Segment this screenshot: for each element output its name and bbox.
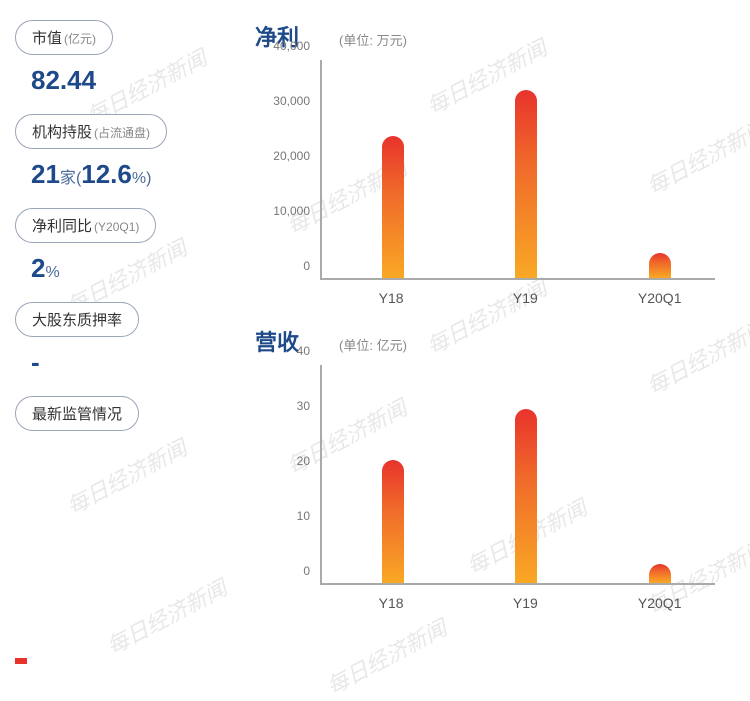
card-profit-yoy: 净利同比(Y20Q1) 2% <box>15 208 230 284</box>
y-tick-label: 0 <box>260 564 310 578</box>
x-tick-label: Y19 <box>513 290 538 306</box>
card-institutional-holding: 机构持股(占流通盘) 21家(12.6%) <box>15 114 230 190</box>
chart-unit: (单位: 亿元) <box>339 335 407 354</box>
chart-net-profit: 净利 (单位: 万元) 010,00020,00030,00040,000Y18… <box>255 20 735 310</box>
bar <box>515 409 537 583</box>
card-regulation: 最新监管情况 <box>15 396 230 441</box>
plot-area <box>320 60 715 280</box>
value-1: 21 <box>31 159 60 189</box>
card-label: 净利同比(Y20Q1) <box>15 208 156 243</box>
x-tick-label: Y19 <box>513 595 538 611</box>
unit-1: % <box>45 264 59 281</box>
chart-area: 010,00020,00030,00040,000 Y18 Y19 Y20Q1 <box>265 60 735 310</box>
unit-1: 家 <box>60 170 76 187</box>
card-value: 2% <box>31 253 230 284</box>
y-axis: 010,00020,00030,00040,000 <box>265 60 315 280</box>
x-axis: Y18 Y19 Y20Q1 <box>320 590 715 615</box>
chart-area: 010203040 Y18 Y19 Y20Q1 <box>265 365 735 615</box>
bottom-marker <box>15 658 27 664</box>
y-tick-label: 10,000 <box>260 204 310 218</box>
paren-close: ) <box>146 170 151 187</box>
card-value: 82.44 <box>31 65 230 96</box>
y-tick-label: 40,000 <box>260 39 310 53</box>
card-value: 21家(12.6%) <box>31 159 230 190</box>
value-2: 12.6 <box>81 159 132 189</box>
bar <box>382 136 404 278</box>
label-text: 净利同比 <box>32 218 92 235</box>
card-label: 最新监管情况 <box>15 396 139 431</box>
bar <box>382 460 404 583</box>
x-axis: Y18 Y19 Y20Q1 <box>320 285 715 310</box>
card-label: 大股东质押率 <box>15 302 139 337</box>
y-axis: 010203040 <box>265 365 315 585</box>
y-tick-label: 30,000 <box>260 94 310 108</box>
value-1: 2 <box>31 253 45 283</box>
y-tick-label: 10 <box>260 509 310 523</box>
x-tick-label: Y20Q1 <box>638 290 682 306</box>
card-label: 机构持股(占流通盘) <box>15 114 167 149</box>
plot-area <box>320 365 715 585</box>
y-tick-label: 30 <box>260 399 310 413</box>
card-market-cap: 市值(亿元) 82.44 <box>15 20 230 96</box>
x-tick-label: Y18 <box>379 290 404 306</box>
x-tick-label: Y20Q1 <box>638 595 682 611</box>
info-panel: 市值(亿元) 82.44 机构持股(占流通盘) 21家(12.6%) 净利同比(… <box>15 20 230 615</box>
label-sub: (占流通盘) <box>94 126 150 140</box>
label-sub: (亿元) <box>64 32 96 46</box>
chart-unit: (单位: 万元) <box>339 30 407 49</box>
y-tick-label: 40 <box>260 344 310 358</box>
charts-panel: 净利 (单位: 万元) 010,00020,00030,00040,000Y18… <box>255 20 735 615</box>
x-tick-label: Y18 <box>379 595 404 611</box>
label-text: 市值 <box>32 30 62 47</box>
bar <box>649 564 671 583</box>
y-tick-label: 20,000 <box>260 149 310 163</box>
label-text: 最新监管情况 <box>32 406 122 423</box>
label-sub: (Y20Q1) <box>94 220 139 234</box>
chart-revenue: 营收 (单位: 亿元) 010203040Y18Y19Y20Q1 <box>255 325 735 615</box>
y-tick-label: 0 <box>260 259 310 273</box>
bar <box>649 253 671 278</box>
y-tick-label: 20 <box>260 454 310 468</box>
label-text: 机构持股 <box>32 124 92 141</box>
card-value: - <box>31 347 230 378</box>
label-text: 大股东质押率 <box>32 312 122 329</box>
card-pledge-rate: 大股东质押率 - <box>15 302 230 378</box>
bar <box>515 90 537 278</box>
unit-2: % <box>132 170 146 187</box>
card-label: 市值(亿元) <box>15 20 113 55</box>
